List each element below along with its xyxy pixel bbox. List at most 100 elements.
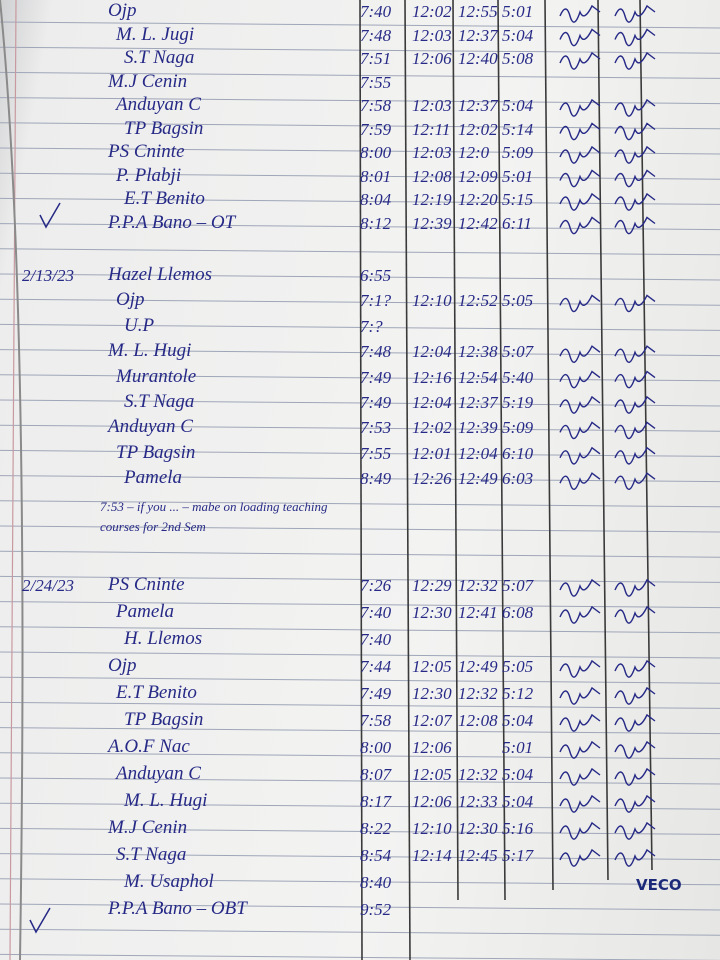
time: 5:19 [502,393,534,412]
name: P.P.A Bano – OT [108,211,236,233]
time: 5:14 [502,119,534,139]
name: Anduyan C [116,94,201,115]
time: 12:29 [412,576,452,595]
signature [614,767,656,786]
time: 12:38 [458,342,498,362]
name: Murantole [116,365,197,387]
time: 5:17 [502,846,534,865]
time: 12:04 [412,393,452,412]
signature [614,294,656,313]
time: 12:39 [412,213,452,233]
signature [559,395,601,414]
time: 7:44 [360,657,392,676]
time: 8:54 [360,846,392,865]
name: E.T Benito [116,682,197,703]
name: Pamela [124,467,183,489]
time: 12:49 [458,469,498,489]
time: 12:54 [458,367,498,387]
name: TP Bagsin [116,441,196,463]
note: 7:53 – if you ... – mabe on loading teac… [100,498,328,534]
time: 12:30 [458,819,498,838]
date: 2/24/23 [22,576,74,595]
time: 5:04 [502,792,534,811]
signature [559,28,601,47]
time: 6:55 [360,266,392,285]
signature [614,821,656,840]
time: 12:37 [458,393,498,412]
name: U.P [124,314,155,336]
signature [614,395,656,414]
signature [559,446,601,465]
time: 7:49 [360,684,392,703]
time: 5:16 [502,819,534,838]
signature [559,4,601,23]
time: 8:07 [360,765,392,784]
time: 12:32 [458,576,498,595]
time: 5:04 [502,96,534,115]
time: 12:10 [412,819,452,838]
time: 5:15 [502,190,534,209]
time: 12:06 [412,792,452,811]
signature [559,294,601,313]
time: 12:42 [458,213,498,233]
time: 12:02 [412,418,452,438]
signature [559,578,601,597]
name: M. L. Hugi [124,790,208,811]
time: 8:49 [360,469,392,489]
name: M. Usaphol [124,871,214,892]
signature [559,767,601,786]
time: 12:26 [412,469,452,489]
time: 6:03 [502,469,534,489]
time: 12:30 [412,603,452,622]
signature [614,192,656,211]
signature [559,472,601,490]
signature [614,472,656,490]
time: 8:01 [360,166,392,186]
time: 12:39 [458,418,498,438]
signature [614,98,656,117]
signature [559,98,601,117]
signature [614,370,656,389]
signature [559,51,601,70]
signature [559,794,601,813]
time: 12:04 [458,443,498,463]
signature [614,605,656,624]
signature [614,794,656,813]
time: 7:53 [360,418,392,438]
time: 12:09 [458,166,498,186]
name: Anduyan C [116,763,201,784]
time: 7:40 [360,630,392,649]
time: 12:40 [458,49,498,68]
name: S.T Naga [124,47,195,68]
time: 12:02 [412,2,452,21]
name: S.T Naga [124,391,195,412]
time: 5:01 [502,2,534,21]
time: 7:55 [360,443,392,463]
time: 12:06 [412,49,452,68]
time: 7:51 [360,49,392,68]
time: 7:49 [360,367,392,387]
signature [614,848,656,867]
name: P. Plabji [116,164,182,186]
date: 2/13/23 [22,266,74,285]
name: Ojp [116,289,145,311]
time: 5:04 [502,711,534,730]
stamp: VECO [636,876,682,894]
name: H. Llemos [124,628,203,649]
time: 12:37 [458,25,498,45]
time: 7:58 [360,711,392,730]
time: 7:48 [360,25,392,45]
time: 7:55 [360,72,392,92]
time: 12:10 [412,291,452,311]
time: 12:30 [412,684,452,703]
time: 12:08 [412,166,452,186]
name: M.J Cenin [108,70,188,92]
signature [559,421,601,440]
time: 12:04 [412,342,452,362]
name: Pamela [116,601,175,622]
time: 7:40 [360,2,392,21]
time: 9:52 [360,900,392,919]
signature [559,686,601,705]
signature [614,145,656,164]
